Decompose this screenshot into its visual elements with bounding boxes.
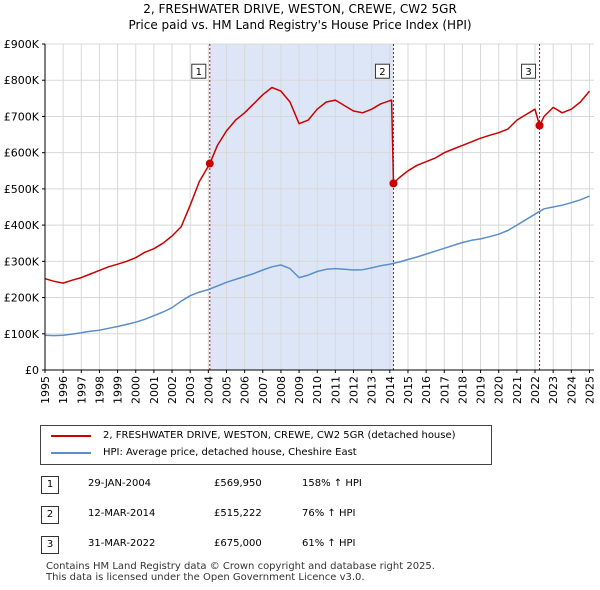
sale-price: £515,222 — [214, 508, 262, 519]
y-tick-label: £100K — [4, 328, 40, 341]
y-tick-label: £200K — [4, 292, 40, 305]
x-tick-label: 2025 — [583, 376, 596, 404]
x-tick-label: 2001 — [148, 376, 161, 404]
x-tick-label: 2016 — [420, 376, 433, 404]
x-tick-label: 2011 — [329, 376, 342, 404]
sale-point — [205, 159, 214, 168]
x-tick-label: 1998 — [93, 376, 106, 404]
legend-label-property: 2, FRESHWATER DRIVE, WESTON, CREWE, CW2 … — [103, 430, 456, 441]
sale-price: £569,950 — [214, 478, 262, 489]
y-tick-label: £400K — [4, 219, 40, 232]
x-tick-label: 2005 — [220, 376, 233, 404]
footer-copyright: Contains HM Land Registry data © Crown c… — [46, 561, 435, 572]
sale-label-box — [374, 63, 390, 79]
x-tick-label: 1995 — [39, 376, 52, 404]
hpi-line — [44, 195, 590, 337]
x-tick-label: 2003 — [184, 376, 197, 404]
y-tick-label: £500K — [4, 183, 40, 196]
y-tick-label: £300K — [4, 255, 40, 268]
sale-hpi-change: 158% ↑ HPI — [302, 478, 362, 489]
chart-title: 2, FRESHWATER DRIVE, WESTON, CREWE, CW2 … — [143, 2, 457, 16]
x-tick-label: 2012 — [348, 376, 361, 404]
shaded-ownership-region — [209, 44, 394, 370]
y-tick-label: £700K — [4, 110, 40, 123]
x-tick-label: 2007 — [257, 376, 270, 404]
table-row: 1 29-JAN-2004 £569,950 158% ↑ HPI — [40, 474, 460, 494]
x-tick-label: 2018 — [456, 376, 469, 404]
x-tick-label: 2006 — [239, 376, 252, 404]
sale-label-number: 3 — [525, 67, 531, 78]
sale-price: £675,000 — [214, 538, 262, 549]
x-tick-label: 2021 — [511, 376, 524, 404]
x-tick-label: 1999 — [112, 376, 125, 404]
x-tick-label: 2022 — [529, 376, 542, 404]
x-tick-label: 2010 — [311, 376, 324, 404]
x-tick-label: 2023 — [547, 376, 560, 404]
legend-label-hpi: HPI: Average price, detached house, Ches… — [103, 447, 357, 458]
y-tick-label: £600K — [4, 147, 40, 160]
chart-subtitle: Price paid vs. HM Land Registry's House … — [128, 18, 472, 32]
footer-licence: This data is licensed under the Open Gov… — [46, 572, 365, 583]
sale-label-box — [521, 63, 537, 79]
sale-label-number: 1 — [196, 67, 202, 78]
price-chart: 1 2 3 £0 £100K £200K £300K £400K £500K £600K £700K… — [4, 38, 597, 404]
x-tick-label: 2019 — [475, 376, 488, 404]
y-tick-label: £0 — [25, 364, 39, 377]
x-tick-label: 2015 — [402, 376, 415, 404]
sale-date: 31-MAR-2022 — [88, 538, 156, 549]
table-row: 3 31-MAR-2022 £675,000 61% ↑ HPI — [40, 534, 460, 554]
x-tick-label: 2000 — [130, 376, 143, 404]
x-tick-label: 2024 — [565, 376, 578, 404]
sale-number-badge: 3 — [41, 536, 59, 554]
property-price-line — [44, 86, 591, 284]
x-tick-label: 1997 — [75, 376, 88, 404]
sale-date: 12-MAR-2014 — [88, 508, 156, 519]
sale-date: 29-JAN-2004 — [88, 478, 152, 489]
table-row: 2 12-MAR-2014 £515,222 76% ↑ HPI — [40, 504, 460, 524]
sale-hpi-change: 61% ↑ HPI — [302, 538, 356, 549]
x-tick-label: 2017 — [438, 376, 451, 404]
x-tick-label: 2004 — [202, 376, 215, 404]
sale-point — [389, 179, 398, 188]
sale-number-badge: 1 — [41, 476, 59, 494]
x-tick-label: 2008 — [275, 376, 288, 404]
sale-hpi-change: 76% ↑ HPI — [302, 508, 356, 519]
x-tick-label: 2014 — [384, 376, 397, 404]
sale-label-number: 2 — [379, 67, 385, 78]
legend-swatch-property — [51, 435, 91, 437]
legend: 2, FRESHWATER DRIVE, WESTON, CREWE, CW2 … — [40, 425, 492, 465]
x-tick-label: 2020 — [493, 376, 506, 404]
x-tick-label: 2013 — [366, 376, 379, 404]
y-tick-label: £800K — [4, 74, 40, 87]
x-tick-label: 2002 — [166, 376, 179, 404]
sale-point — [535, 121, 544, 130]
sale-number-badge: 2 — [41, 506, 59, 524]
sale-label-box — [191, 63, 207, 79]
y-tick-label: £900K — [4, 38, 40, 51]
x-tick-label: 2009 — [293, 376, 306, 404]
x-tick-label: 1996 — [57, 376, 70, 404]
legend-swatch-hpi — [51, 452, 91, 454]
